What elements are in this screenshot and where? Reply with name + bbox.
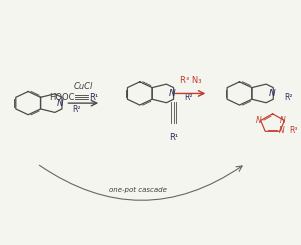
Text: N: N (268, 89, 275, 98)
Text: HOOC: HOOC (49, 93, 74, 102)
Text: N: N (256, 116, 261, 125)
Text: R¹: R¹ (89, 93, 98, 102)
Text: N: N (280, 116, 286, 125)
Text: R²: R² (73, 105, 81, 114)
Text: CuCl: CuCl (73, 82, 93, 91)
Text: R³: R³ (289, 126, 297, 135)
Text: R²: R² (184, 93, 193, 102)
Text: N: N (278, 126, 284, 135)
Text: R¹: R¹ (169, 133, 178, 142)
Text: R³ N₃: R³ N₃ (180, 76, 201, 85)
Text: N: N (57, 99, 64, 108)
Text: one-pot cascade: one-pot cascade (109, 187, 167, 193)
Text: N: N (169, 89, 175, 98)
Text: R²: R² (284, 93, 292, 102)
